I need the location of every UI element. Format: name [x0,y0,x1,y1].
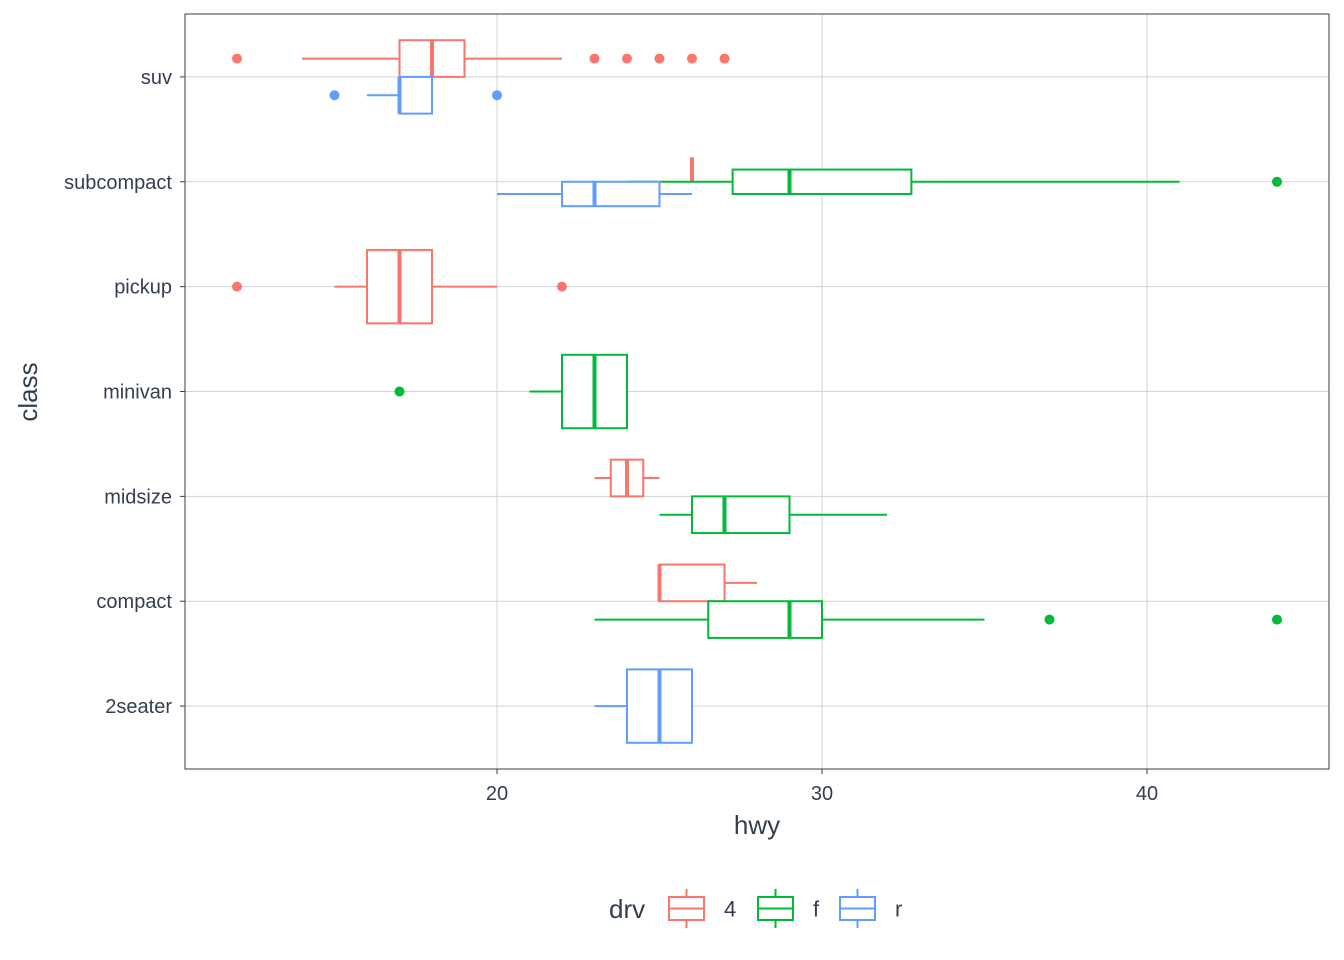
box-suv-r [329,75,502,115]
legend-key-r [839,889,876,928]
outlier-point [1272,176,1282,187]
box-iqr [658,563,726,603]
outlier-point [719,53,730,64]
legend-title: drv [609,894,645,924]
legend-key-f [757,889,794,928]
box-iqr [707,600,823,639]
y-tick-label-pickup: pickup [114,277,172,299]
box-midsize-f [659,495,887,535]
outlier-point [654,53,665,64]
box-compact-f [594,600,1282,639]
y-tick-label-2seater: 2seater [105,696,172,718]
outlier-point [232,53,242,64]
box-subcompact-r [497,180,692,208]
outlier-point [1272,614,1282,625]
y-axis-title: class [13,362,43,421]
box-suv-4 [232,39,730,78]
box-2seater-r [594,668,693,744]
box-minivan-f [394,353,628,430]
box-iqr [691,495,791,535]
outlier-point [394,386,405,397]
y-axis-ticks: 2seater compact midsize minivan pickup subcom… [64,67,185,718]
box-subcompact-f [627,168,1282,195]
legend-label-4: 4 [724,897,736,922]
legend-label-f: f [813,897,820,922]
outlier-point [492,90,502,101]
box-layer [232,39,1282,744]
y-tick-label-midsize: midsize [104,486,172,508]
box-pickup-4 [232,248,567,325]
outlier-point [557,281,567,292]
x-axis-title: hwy [734,810,780,840]
legend-key-4 [668,889,705,928]
outlier-point [622,53,632,64]
box-iqr [561,180,661,208]
y-tick-label-compact: compact [96,591,172,613]
x-tick-label: 40 [1136,783,1158,805]
box-iqr [398,75,433,115]
outlier-point [1044,614,1055,625]
box-midsize-4 [594,458,660,498]
y-tick-label-suv: suv [141,67,172,89]
y-tick-label-subcompact: subcompact [64,172,172,194]
x-tick-label: 20 [486,783,508,805]
legend: drv 4 f r [609,889,902,928]
box-compact-4 [657,563,757,603]
x-axis-ticks: 20 30 40 [486,769,1158,805]
x-tick-label: 30 [811,783,833,805]
outlier-point [329,90,340,101]
y-tick-label-minivan: minivan [103,382,172,404]
outlier-point [589,53,600,64]
legend-label-r: r [895,897,902,922]
outlier-point [687,53,697,64]
box-iqr [731,168,913,195]
outlier-point [232,281,242,292]
